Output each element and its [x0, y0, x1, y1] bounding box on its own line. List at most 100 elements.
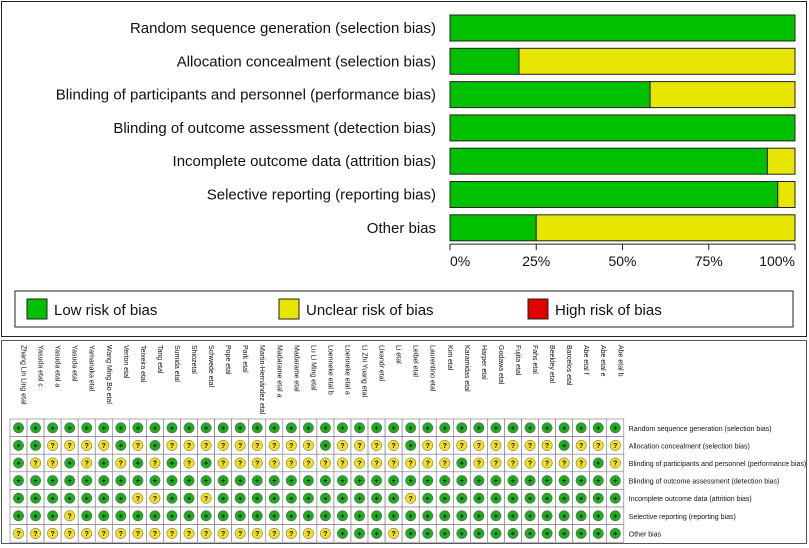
bar-segment: [449, 114, 796, 142]
judgment-symbol: +: [221, 425, 225, 432]
low-risk-dot: [388, 422, 400, 434]
judgment-symbol: +: [153, 513, 157, 520]
judgment-symbol: +: [102, 461, 106, 468]
low-risk-dot: [371, 527, 383, 539]
low-risk-dot: [558, 422, 570, 434]
low-risk-dot: [371, 422, 383, 434]
low-risk-dot: [507, 475, 519, 487]
unclear-risk-dot: [47, 439, 59, 451]
unclear-risk-dot: [98, 527, 110, 539]
low-risk-dot: [268, 492, 280, 504]
judgment-symbol: +: [187, 425, 191, 432]
judgment-symbol: +: [460, 461, 464, 468]
low-risk-dot: [149, 422, 161, 434]
judgment-symbol: +: [238, 425, 242, 432]
judgment-symbol: +: [511, 478, 515, 485]
judgment-symbol: +: [409, 478, 413, 485]
judgment-symbol: +: [119, 443, 123, 450]
bar-segment: [449, 47, 520, 75]
low-risk-dot: [354, 510, 365, 522]
judgment-symbol: +: [409, 531, 413, 538]
unclear-risk-dot: [234, 457, 246, 469]
unclear-risk-dot: [13, 527, 24, 539]
unclear-risk-dot: [285, 527, 297, 539]
judgment-symbol: +: [357, 513, 361, 520]
low-risk-dot: [422, 475, 434, 487]
low-risk-dot: [81, 492, 93, 504]
judgment-symbol: +: [51, 513, 55, 520]
low-risk-dot: [592, 492, 604, 504]
judgment-symbol: +: [34, 478, 38, 485]
judgment-symbol: +: [596, 478, 600, 485]
low-risk-dot: [337, 475, 348, 487]
judgment-symbol: ?: [323, 531, 327, 538]
judgment-symbol: +: [477, 478, 481, 485]
unclear-risk-dot: [439, 457, 451, 469]
judgment-symbol: +: [477, 425, 481, 432]
judgment-symbol: ?: [357, 461, 361, 468]
judgment-symbol: +: [16, 496, 20, 503]
low-risk-dot: [81, 475, 93, 487]
low-risk-dot: [302, 492, 314, 504]
low-risk-dot: [456, 422, 468, 434]
unclear-risk-dot: [268, 439, 280, 451]
low-risk-dot: [609, 527, 621, 539]
study-label: Loenneke etal a: [343, 345, 350, 395]
unclear-risk-dot: [64, 510, 76, 522]
study-label: Laurentino etal: [429, 345, 436, 392]
judgment-symbol: +: [545, 496, 549, 503]
low-risk-dot: [609, 422, 621, 434]
low-risk-dot: [354, 475, 365, 487]
unclear-risk-dot: [388, 439, 400, 451]
unclear-risk-dot: [251, 439, 263, 451]
judgment-symbol: +: [443, 513, 447, 520]
judgment-symbol: +: [204, 425, 208, 432]
low-risk-dot: [47, 510, 59, 522]
judgment-symbol: +: [528, 531, 532, 538]
low-risk-dot: [98, 475, 110, 487]
low-risk-dot: [30, 475, 42, 487]
low-risk-dot: [405, 475, 417, 487]
judgment-symbol: +: [579, 496, 583, 503]
judgment-symbol: +: [323, 478, 327, 485]
judgment-symbol: +: [409, 443, 413, 450]
judgment-symbol: +: [170, 461, 174, 468]
unclear-risk-dot: [507, 457, 519, 469]
judgment-symbol: +: [460, 478, 464, 485]
judgment-symbol: ?: [119, 461, 123, 468]
judgment-symbol: ?: [255, 531, 259, 538]
judgment-symbol: +: [562, 513, 566, 520]
low-risk-dot: [354, 492, 365, 504]
low-risk-dot: [285, 492, 297, 504]
judgment-symbol: ?: [409, 461, 413, 468]
low-risk-dot: [13, 492, 24, 504]
judgment-symbol: +: [494, 531, 498, 538]
legend-swatch-unclear: [278, 298, 300, 320]
judgment-symbol: +: [16, 443, 20, 450]
low-risk-dot: [319, 439, 331, 451]
legend-label-low: Low risk of bias: [54, 302, 157, 319]
low-risk-dot: [490, 510, 502, 522]
unclear-risk-dot: [592, 439, 604, 451]
judgment-symbol: +: [255, 513, 259, 520]
judgment-symbol: +: [392, 496, 396, 503]
low-risk-dot: [132, 510, 144, 522]
low-risk-dot: [473, 527, 485, 539]
judgment-symbol: +: [119, 478, 123, 485]
judgment-symbol: +: [443, 496, 447, 503]
low-risk-dot: [592, 527, 604, 539]
judgment-symbol: ?: [187, 443, 191, 450]
judgment-symbol: +: [357, 531, 361, 538]
study-label: Wang Ming Bo etal: [105, 345, 112, 404]
unclear-risk-dot: [524, 439, 536, 451]
low-risk-dot: [149, 510, 161, 522]
judgment-symbol: +: [579, 513, 583, 520]
low-risk-dot: [337, 422, 348, 434]
low-risk-dot: [13, 439, 24, 451]
judgment-symbol: +: [51, 478, 55, 485]
low-risk-dot: [251, 475, 263, 487]
judgment-symbol: +: [34, 443, 38, 450]
judgment-symbol: +: [613, 496, 617, 503]
judgment-symbol: ?: [374, 443, 378, 450]
unclear-risk-dot: [183, 457, 195, 469]
